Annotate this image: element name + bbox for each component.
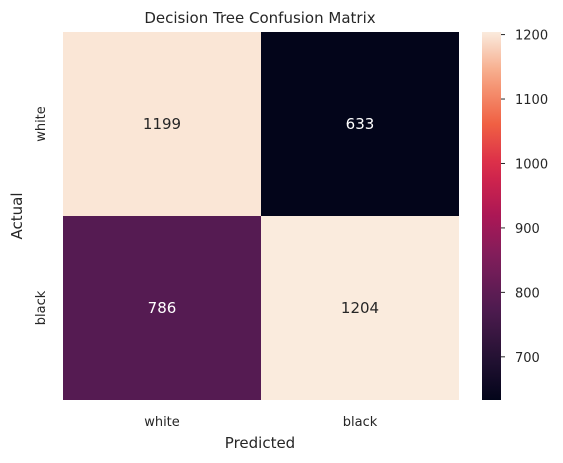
colorbar-tick-label: 800 <box>515 286 540 301</box>
chart-title: Decision Tree Confusion Matrix <box>144 9 375 27</box>
colorbar-tick-label: 1000 <box>515 157 548 172</box>
cell-value-label: 1204 <box>341 299 379 317</box>
y-tick-labels: white black <box>34 106 49 325</box>
heatmap-cell <box>63 32 261 216</box>
heatmap-cell <box>261 32 459 216</box>
colorbar-ticks: 700 800 900 1000 1100 1200 <box>501 29 548 366</box>
x-tick-label: white <box>144 415 180 430</box>
y-tick-label: white <box>34 106 49 142</box>
colorbar-tick-label: 1100 <box>515 93 548 108</box>
x-tick-labels: white black <box>144 415 378 430</box>
y-axis-label: Actual <box>8 193 26 240</box>
colorbar-tick-label: 1200 <box>515 29 548 44</box>
heatmap-cell <box>63 216 261 400</box>
y-tick-label: black <box>34 290 49 325</box>
cell-value-label: 633 <box>346 115 375 133</box>
x-tick-label: black <box>343 415 378 430</box>
colorbar-tick-label: 900 <box>515 222 540 237</box>
x-axis-label: Predicted <box>225 434 295 452</box>
colorbar <box>482 32 501 400</box>
cell-value-label: 786 <box>148 299 177 317</box>
colorbar-tick-label: 700 <box>515 351 540 366</box>
heatmap-cells: 1199 633 786 1204 <box>63 32 459 400</box>
cell-value-label: 1199 <box>143 115 181 133</box>
heatmap-cell <box>261 216 459 400</box>
